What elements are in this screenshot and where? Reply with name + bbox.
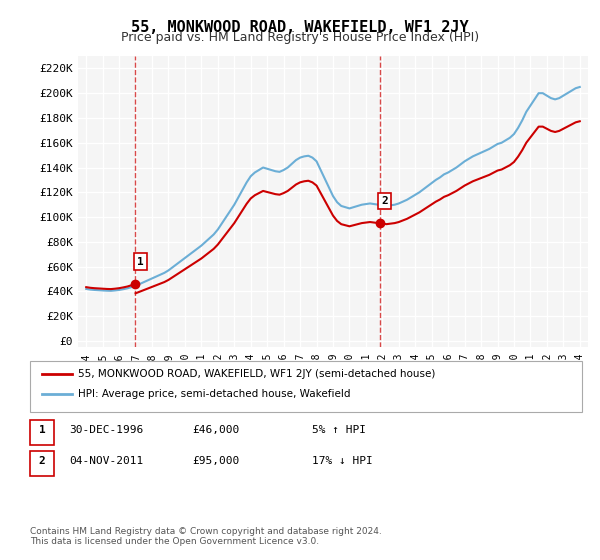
Text: 5% ↑ HPI: 5% ↑ HPI — [312, 425, 366, 435]
Text: Price paid vs. HM Land Registry's House Price Index (HPI): Price paid vs. HM Land Registry's House … — [121, 31, 479, 44]
Text: 2: 2 — [381, 196, 388, 206]
Text: 2: 2 — [38, 456, 46, 465]
Text: 1: 1 — [38, 425, 46, 435]
Text: 04-NOV-2011: 04-NOV-2011 — [69, 456, 143, 465]
Text: 55, MONKWOOD ROAD, WAKEFIELD, WF1 2JY: 55, MONKWOOD ROAD, WAKEFIELD, WF1 2JY — [131, 20, 469, 35]
Text: 1: 1 — [137, 256, 144, 267]
Text: 55, MONKWOOD ROAD, WAKEFIELD, WF1 2JY (semi-detached house): 55, MONKWOOD ROAD, WAKEFIELD, WF1 2JY (s… — [78, 368, 436, 379]
Text: £95,000: £95,000 — [192, 456, 239, 465]
Text: HPI: Average price, semi-detached house, Wakefield: HPI: Average price, semi-detached house,… — [78, 389, 350, 399]
Text: Contains HM Land Registry data © Crown copyright and database right 2024.
This d: Contains HM Land Registry data © Crown c… — [30, 526, 382, 546]
Text: 17% ↓ HPI: 17% ↓ HPI — [312, 456, 373, 465]
Text: 30-DEC-1996: 30-DEC-1996 — [69, 425, 143, 435]
Text: £46,000: £46,000 — [192, 425, 239, 435]
